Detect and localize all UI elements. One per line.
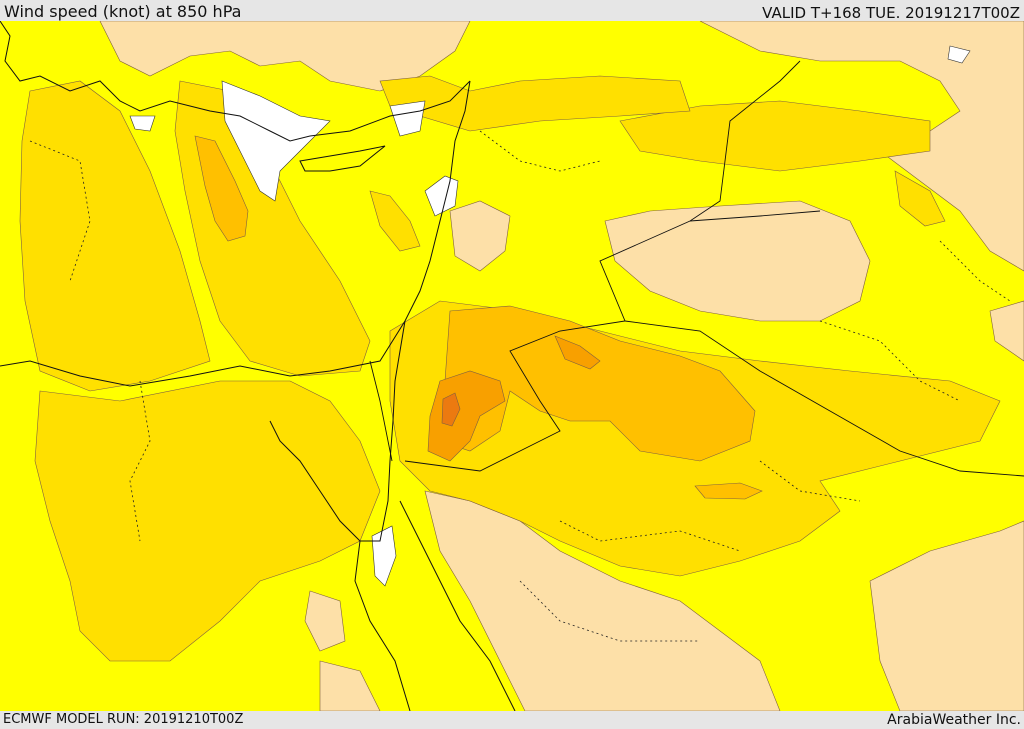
- coastlines: [0, 21, 516, 711]
- high-wind-regions: [427, 335, 601, 462]
- map-title: Wind speed (knot) at 850 hPa: [4, 2, 242, 21]
- strong-wind-regions: [194, 135, 763, 500]
- country-borders: [369, 60, 1024, 477]
- footer-bar: ECMWF MODEL RUN: 20191210T00Z ArabiaWeat…: [0, 711, 1024, 729]
- low-wind-regions: [99, 21, 1024, 711]
- valid-time: VALID T+168 TUE. 20191217T00Z: [762, 4, 1020, 22]
- header-bar: Wind speed (knot) at 850 hPa VALID T+168…: [0, 0, 1024, 22]
- weather-map[interactable]: [0, 21, 1024, 711]
- province-boundaries: [29, 130, 1011, 642]
- model-run: ECMWF MODEL RUN: 20191210T00Z: [3, 712, 244, 727]
- masked-areas: [129, 45, 971, 587]
- wind-speed-field: [0, 21, 1024, 711]
- wind-max-core: [441, 392, 461, 427]
- credit: ArabiaWeather Inc.: [887, 712, 1021, 728]
